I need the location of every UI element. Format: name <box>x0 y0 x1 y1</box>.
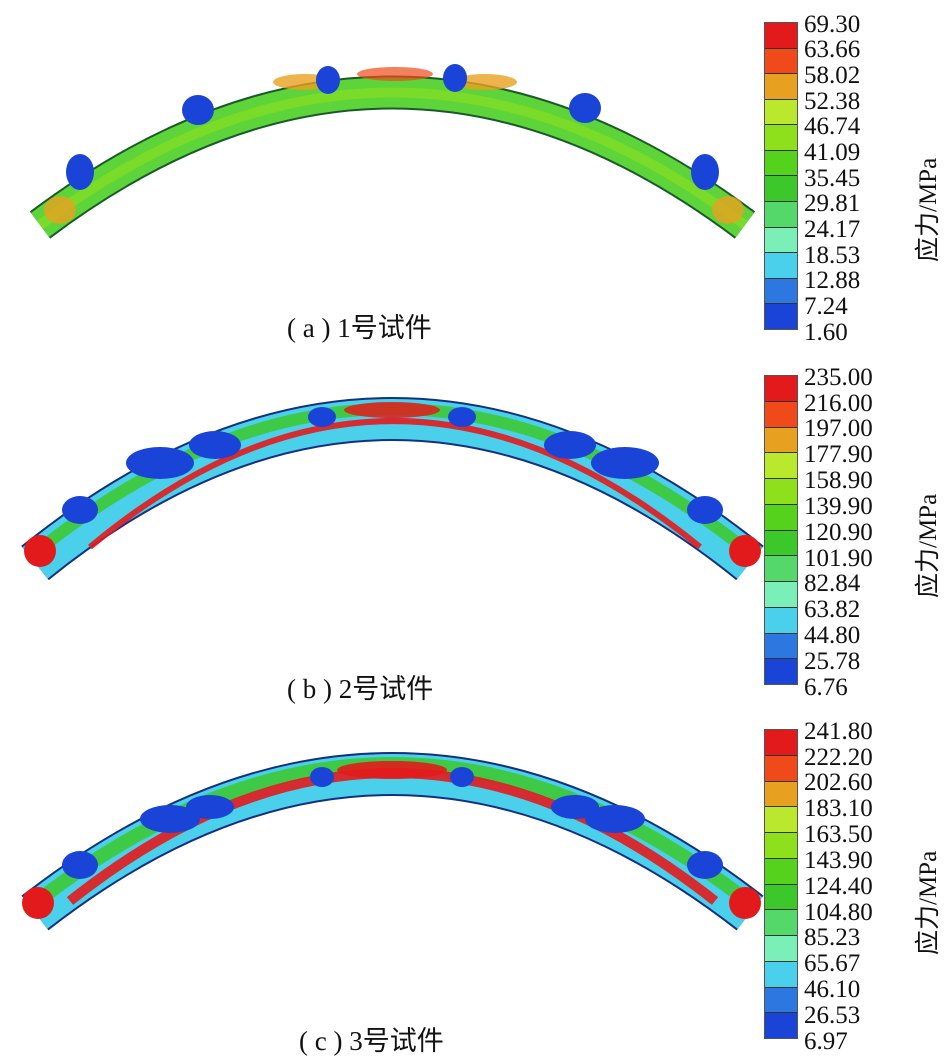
legend-tick: 202.60 <box>804 769 873 796</box>
legend-tick: 1.60 <box>804 319 848 346</box>
legend-seg <box>765 453 797 479</box>
stress-arc-c <box>21 752 764 931</box>
legend-unit-a: 应力/MPa <box>915 157 942 262</box>
stress-arc-a <box>29 64 756 239</box>
legend-tick: 26.53 <box>804 1002 861 1029</box>
legend-seg <box>765 530 797 557</box>
legend-seg <box>765 987 797 1014</box>
legend-seg <box>765 376 797 402</box>
legend-tick: 24.17 <box>804 216 861 243</box>
legend-tick: 7.24 <box>804 293 848 320</box>
legend-tick: 241.80 <box>804 718 873 745</box>
legend-seg <box>765 504 797 531</box>
legend-seg <box>765 278 797 305</box>
legend-tick: 46.10 <box>804 976 861 1003</box>
legend-seg <box>765 961 797 988</box>
legend-tick: 101.90 <box>804 545 873 572</box>
legend-seg <box>765 202 797 228</box>
legend-tick: 63.66 <box>804 36 861 63</box>
legend-seg <box>765 1013 797 1038</box>
caption-c: ( c ) 3号试件 <box>299 1026 444 1056</box>
legend-tick: 85.23 <box>804 924 861 951</box>
legend-tick: 12.88 <box>804 267 861 294</box>
legend-seg <box>765 176 797 203</box>
legend-seg <box>765 74 797 100</box>
legend-seg <box>765 401 797 428</box>
legend-tick: 197.00 <box>804 415 873 442</box>
legend-seg <box>765 659 797 684</box>
legend-seg <box>765 99 797 126</box>
legend-tick: 63.82 <box>804 596 861 623</box>
legend-seg <box>765 833 797 859</box>
legend-tick: 46.74 <box>804 113 861 140</box>
panel-c: 241.80 222.20 202.60 183.10 163.50 143.9… <box>0 715 945 1062</box>
legend-seg <box>765 781 797 808</box>
legend-seg <box>765 253 797 279</box>
legend-tick: 120.90 <box>804 519 873 546</box>
legend-tick: 44.80 <box>804 622 861 649</box>
legend-seg <box>765 858 797 885</box>
legend-tick: 58.02 <box>804 62 861 89</box>
legend-tick: 69.30 <box>804 11 861 38</box>
legend-tick: 222.20 <box>804 744 873 771</box>
legend-tick: 6.97 <box>804 1028 848 1055</box>
legend-seg <box>765 479 797 505</box>
legend-seg <box>765 227 797 254</box>
legend-seg <box>765 807 797 833</box>
legend-tick: 18.53 <box>804 242 861 269</box>
panel-a: 69.30 63.66 58.02 52.38 46.74 41.09 35.4… <box>0 0 945 350</box>
legend-tick: 29.81 <box>804 190 861 217</box>
legend-tick: 104.80 <box>804 899 873 926</box>
legend-tick: 124.40 <box>804 873 873 900</box>
legend-seg <box>765 150 797 177</box>
legend-tick: 216.00 <box>804 390 873 417</box>
caption-b: ( b ) 2号试件 <box>287 674 434 704</box>
legend-seg <box>765 556 797 582</box>
legend-bar-c <box>764 729 798 1039</box>
legend-seg <box>765 23 797 49</box>
legend-seg <box>765 633 797 660</box>
legend-seg <box>765 125 797 151</box>
legend-seg <box>765 884 797 911</box>
legend-tick: 82.84 <box>804 570 861 597</box>
legend-tick: 139.90 <box>804 493 873 520</box>
stress-arc-b <box>21 397 764 581</box>
legend-seg <box>765 910 797 936</box>
legend-tick: 35.45 <box>804 165 861 192</box>
legend-seg <box>765 582 797 608</box>
legend-seg <box>765 427 797 454</box>
legend-tick: 52.38 <box>804 88 861 115</box>
legend-bar-a <box>764 22 798 330</box>
panel-b: 235.00 216.00 197.00 177.90 158.90 139.9… <box>0 355 945 710</box>
legend-unit-b: 应力/MPa <box>915 493 942 598</box>
legend-seg <box>765 607 797 634</box>
legend-unit-c: 应力/MPa <box>915 850 942 955</box>
legend-tick: 41.09 <box>804 139 861 166</box>
legend-seg <box>765 755 797 782</box>
legend-seg <box>765 304 797 329</box>
legend-tick: 143.90 <box>804 847 873 874</box>
legend-tick: 183.10 <box>804 795 873 822</box>
caption-a: ( a ) 1号试件 <box>287 313 432 343</box>
legend-tick: 235.00 <box>804 364 873 391</box>
legend-tick: 65.67 <box>804 950 861 977</box>
legend-seg <box>765 730 797 756</box>
legend-seg <box>765 48 797 75</box>
legend-tick: 158.90 <box>804 467 873 494</box>
legend-tick: 177.90 <box>804 441 873 468</box>
legend-seg <box>765 936 797 962</box>
legend-tick: 25.78 <box>804 648 861 675</box>
legend-tick: 163.50 <box>804 821 873 848</box>
legend-bar-b <box>764 375 798 685</box>
legend-tick: 6.76 <box>804 674 848 701</box>
